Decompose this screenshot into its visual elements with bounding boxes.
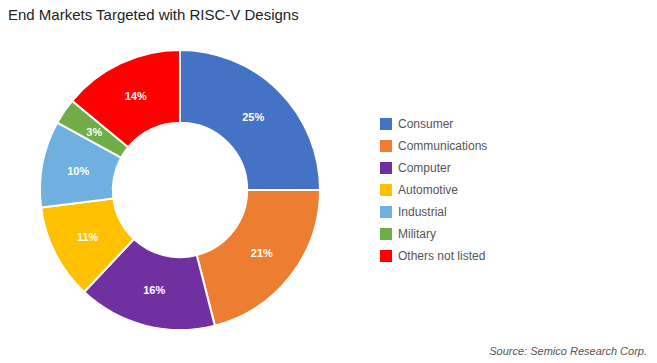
annotation: Source: Semico Research Corp. xyxy=(489,345,647,357)
legend-label: Others not listed xyxy=(398,249,485,263)
data-label: 11% xyxy=(77,231,99,243)
legend-swatch xyxy=(380,206,392,218)
chart: End Markets Targeted with RISC-V Designs… xyxy=(0,0,657,363)
legend-swatch xyxy=(380,118,392,130)
legend-label: Consumer xyxy=(398,117,453,131)
legend-swatch xyxy=(380,140,392,152)
legend-item: Others not listed xyxy=(380,249,485,263)
legend-swatch xyxy=(380,228,392,240)
legend-swatch xyxy=(380,184,392,196)
legend-item: Military xyxy=(380,227,436,241)
data-label: 3% xyxy=(86,126,102,138)
legend-label: Communications xyxy=(398,139,487,153)
data-label: 21% xyxy=(251,247,273,259)
plot xyxy=(40,50,320,330)
data-label: 25% xyxy=(242,111,264,123)
legend-item: Industrial xyxy=(380,205,447,219)
slice xyxy=(41,198,134,292)
legend-item: Communications xyxy=(380,139,487,153)
legend-label: Military xyxy=(398,227,436,241)
legend-swatch xyxy=(380,162,392,174)
data-labels: 25% 21% 16% 11% 10% 3% 14% xyxy=(67,90,273,296)
slice xyxy=(72,50,180,147)
legend-label: Industrial xyxy=(398,205,447,219)
slice xyxy=(180,50,320,190)
legend: Consumer Communications Computer Automotive… xyxy=(380,117,487,263)
slice xyxy=(197,190,320,326)
legend-label: Automotive xyxy=(398,183,458,197)
data-label: 10% xyxy=(67,165,89,177)
data-label: 16% xyxy=(143,284,165,296)
data-label: 14% xyxy=(125,90,147,102)
legend-item: Automotive xyxy=(380,183,458,197)
legend-label: Computer xyxy=(398,161,451,175)
title: End Markets Targeted with RISC-V Designs xyxy=(8,6,299,23)
legend-item: Computer xyxy=(380,161,451,175)
legend-item: Consumer xyxy=(380,117,453,131)
legend-swatch xyxy=(380,250,392,262)
